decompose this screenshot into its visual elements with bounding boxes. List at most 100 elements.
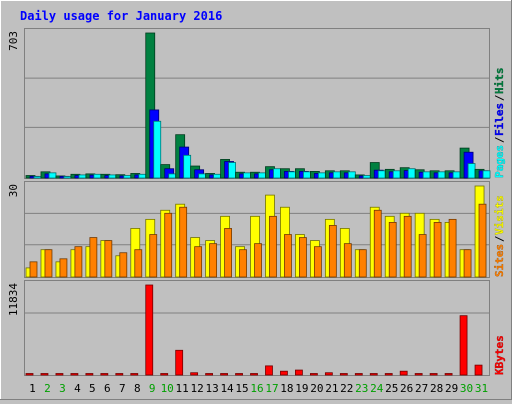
bar-pages-day-2 — [48, 172, 57, 179]
legend-pages: Pages — [493, 145, 506, 178]
y-max-label-hits: 703 — [7, 31, 20, 51]
bar-kbytes-day-13 — [205, 373, 214, 376]
bar-pages-day-20 — [317, 172, 326, 179]
bar-kbytes-day-17 — [265, 365, 273, 376]
x-axis-day-labels: 1 2 3 4 5 6 7 8 9 10 11 12 13 14 15 16 17 18 19 20 21 22 23 24 2… — [29, 382, 488, 395]
bar-sites-day-23 — [358, 249, 367, 278]
bar-kbytes-day-6 — [100, 373, 109, 376]
bar-pages-day-21 — [332, 171, 341, 179]
legend-visits: Sites /Visits — [493, 195, 506, 277]
legend-kbytes: KBytes — [493, 335, 506, 375]
legend-visits: Visits — [493, 195, 506, 235]
bar-pages-day-4 — [78, 174, 87, 179]
bar-pages-day-5 — [93, 173, 102, 179]
day-label-17: 17 — [265, 382, 278, 395]
day-label-18: 18 — [280, 382, 293, 395]
bar-kbytes-day-10 — [160, 373, 169, 376]
bar-kbytes-day-25 — [384, 373, 393, 376]
day-label-29: 29 — [445, 382, 458, 395]
bar-kbytes-day-28 — [429, 373, 438, 376]
bar-kbytes-day-14 — [220, 373, 228, 376]
day-label-20: 20 — [310, 382, 323, 395]
bar-kbytes-day-27 — [414, 373, 423, 376]
day-label-31: 31 — [475, 382, 488, 395]
bar-sites-day-24 — [373, 209, 382, 278]
bar-sites-day-27 — [418, 234, 427, 278]
day-label-22: 22 — [340, 382, 353, 395]
bar-kbytes-day-16 — [250, 373, 258, 376]
bar-sites-day-14 — [224, 228, 232, 278]
bar-sites-day-10 — [164, 212, 173, 278]
bar-kbytes-day-21 — [324, 372, 333, 376]
bar-sites-day-13 — [209, 243, 218, 278]
day-label-26: 26 — [400, 382, 413, 395]
bar-pages-day-10 — [168, 173, 177, 179]
bar-sites-day-6 — [104, 240, 113, 278]
bar-pages-day-23 — [362, 175, 371, 179]
bar-pages-day-6 — [108, 174, 117, 179]
bar-kbytes-day-22 — [339, 373, 348, 376]
bar-kbytes-day-5 — [85, 373, 94, 376]
bar-sites-day-18 — [284, 234, 292, 278]
day-label-24: 24 — [370, 382, 384, 395]
legend-sites: Sites — [493, 244, 506, 277]
bar-kbytes-day-2 — [40, 373, 49, 376]
day-label-16: 16 — [250, 382, 263, 395]
day-label-19: 19 — [295, 382, 308, 395]
bar-kbytes-day-11 — [175, 349, 184, 376]
legend-kbytes: KBytes — [493, 335, 506, 375]
day-label-12: 12 — [191, 382, 204, 395]
bar-kbytes-day-3 — [55, 373, 64, 376]
bar-kbytes-day-20 — [309, 373, 318, 376]
bar-sites-day-3 — [59, 258, 68, 278]
bar-pages-day-8 — [138, 173, 147, 179]
day-label-6: 6 — [104, 382, 111, 395]
bar-sites-day-17 — [269, 215, 277, 278]
visits-panel-frame — [24, 181, 490, 278]
y-axis-max-labels: 703 30 11834 — [7, 31, 20, 316]
bar-pages-day-11 — [183, 154, 192, 179]
bar-sites-day-30 — [463, 249, 472, 278]
day-label-30: 30 — [460, 382, 473, 395]
bar-kbytes-day-9 — [145, 284, 154, 376]
bar-kbytes-day-4 — [70, 373, 79, 376]
day-label-15: 15 — [235, 382, 248, 395]
bar-pages-day-26 — [407, 168, 416, 179]
bars — [25, 32, 491, 376]
bar-pages-day-9 — [153, 120, 162, 179]
legend-files: Files — [493, 103, 506, 136]
bar-pages-day-22 — [347, 171, 356, 179]
bar-pages-day-12 — [198, 173, 207, 179]
bar-sites-day-25 — [388, 221, 397, 278]
bar-kbytes-day-8 — [130, 373, 139, 376]
y-max-label-visits: 30 — [7, 184, 20, 197]
bar-sites-day-29 — [448, 218, 457, 278]
bar-kbytes-day-24 — [369, 373, 378, 376]
day-label-8: 8 — [134, 382, 141, 395]
bar-kbytes-day-23 — [354, 373, 363, 376]
day-label-11: 11 — [176, 382, 189, 395]
day-label-10: 10 — [161, 382, 174, 395]
bar-kbytes-day-29 — [444, 373, 453, 376]
hits-panel-frame — [24, 28, 490, 179]
bar-sites-day-19 — [299, 237, 307, 278]
bar-pages-day-30 — [467, 163, 476, 179]
bar-pages-day-15 — [243, 172, 251, 179]
bar-pages-day-28 — [437, 171, 446, 179]
day-label-2: 2 — [44, 382, 51, 395]
bar-sites-day-7 — [119, 252, 128, 278]
bar-sites-day-20 — [313, 246, 322, 278]
bar-pages-day-29 — [452, 171, 461, 179]
bar-sites-day-12 — [194, 246, 203, 278]
kbytes-panel-frame — [24, 280, 490, 376]
bar-pages-day-24 — [377, 170, 386, 179]
day-label-13: 13 — [205, 382, 218, 395]
day-label-4: 4 — [74, 382, 81, 395]
bar-sites-day-21 — [328, 225, 337, 278]
bar-pages-day-1 — [33, 176, 42, 179]
day-label-25: 25 — [385, 382, 398, 395]
bar-sites-day-4 — [74, 246, 83, 278]
bar-kbytes-day-7 — [115, 373, 124, 376]
